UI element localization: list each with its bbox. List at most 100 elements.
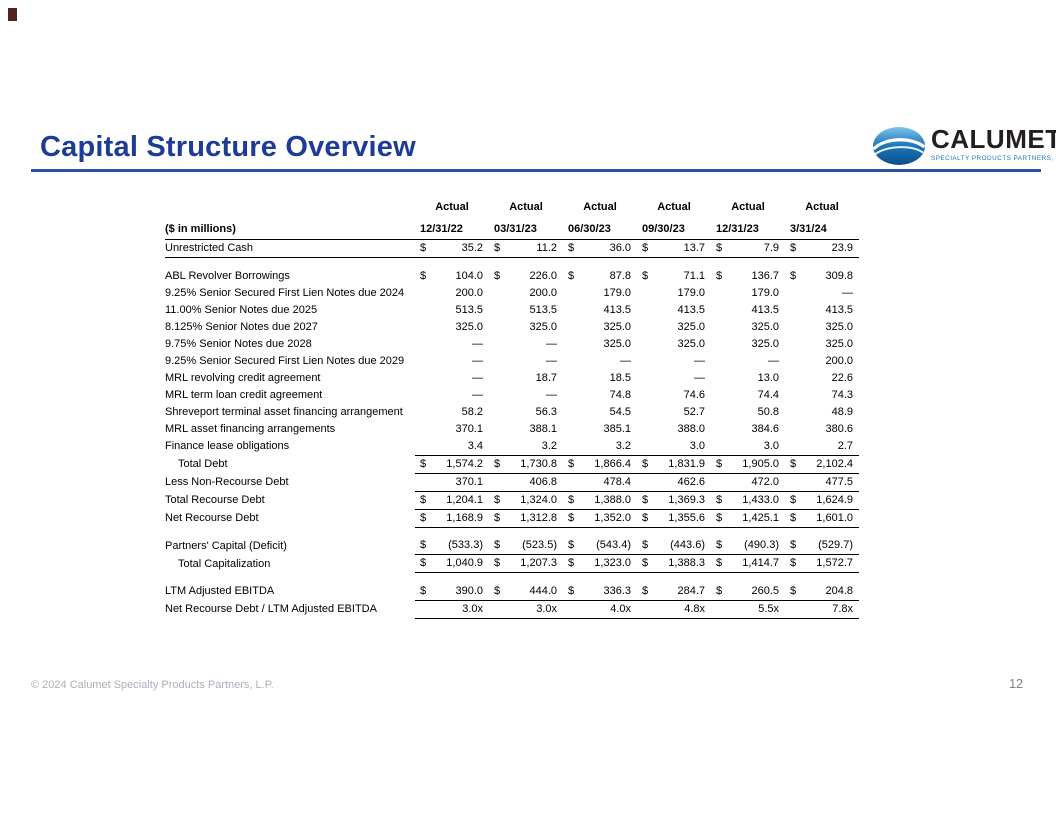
cell-value: 18.5	[609, 371, 631, 384]
cell-value: 23.9	[803, 239, 859, 258]
cell-value: 390.0	[433, 582, 489, 601]
cell-value: 325.0	[603, 337, 631, 350]
cell-value: 325.0	[455, 320, 483, 333]
cell-value: 370.1	[433, 473, 489, 492]
dollar-sign	[415, 437, 433, 456]
dollar-sign	[563, 285, 581, 302]
dollar-sign	[489, 285, 507, 302]
dollar-sign	[785, 370, 803, 387]
dollar-sign: $	[637, 491, 655, 510]
dollar-sign	[711, 302, 729, 319]
dollar-sign	[785, 421, 803, 438]
cell-value: 325.0	[677, 337, 705, 350]
dollar-sign: $	[563, 455, 581, 474]
logo-wordmark: CALUMET	[931, 124, 1056, 154]
dollar-sign	[415, 285, 433, 302]
cell-value: 74.6	[683, 388, 705, 401]
dollar-sign: $	[563, 509, 581, 528]
dollar-sign	[637, 319, 655, 336]
dollar-sign: $	[415, 537, 433, 555]
cell-value: (529.7)	[803, 537, 859, 555]
dollar-sign	[637, 387, 655, 404]
dollar-sign: $	[563, 582, 581, 601]
cell-value: 4.0x	[581, 600, 637, 619]
row-label: LTM Adjusted EBITDA	[165, 585, 275, 597]
dollar-sign	[637, 336, 655, 353]
cell-value: (443.6)	[655, 537, 711, 555]
dollar-sign	[489, 600, 507, 619]
cell-value: 3.0x	[433, 600, 489, 619]
cell-value: 1,369.3	[655, 491, 711, 510]
cell-value: 3.0x	[507, 600, 563, 619]
units-label: ($ in millions)	[165, 221, 415, 240]
dollar-sign	[415, 404, 433, 421]
cell-value: 5.5x	[729, 600, 785, 619]
dollar-sign: $	[716, 269, 723, 282]
cell-value: 56.3	[535, 405, 557, 418]
cell-value: 2,102.4	[803, 455, 859, 474]
cell-value: (543.4)	[581, 537, 637, 555]
cell-value: 1,323.0	[581, 554, 637, 573]
cell-value: —	[546, 354, 557, 367]
dollar-sign	[563, 319, 581, 336]
dollar-sign	[563, 437, 581, 456]
table-row: Total Recourse Debt $1,204.1 $1,324.0 $1,38…	[165, 491, 859, 510]
table-row: 11.00% Senior Notes due 2025 513.5 513.5 41…	[165, 302, 859, 319]
dollar-sign	[415, 336, 433, 353]
date-header-row: ($ in millions) 12/31/22 03/31/23 06/30/23 0…	[165, 221, 859, 240]
dollar-sign: $	[415, 582, 433, 601]
dollar-sign: $	[637, 537, 655, 555]
dollar-sign	[711, 336, 729, 353]
cell-value: 477.5	[803, 473, 859, 492]
cell-value: 3.4	[433, 437, 489, 456]
cell-value: 325.0	[529, 320, 557, 333]
period-header-row: Actual Actual Actual Actual Actual Actual	[165, 199, 859, 221]
dollar-sign	[415, 353, 433, 370]
table-row: MRL term loan credit agreement — — 74.8 74.6…	[165, 387, 859, 404]
cell-value: 325.0	[603, 320, 631, 333]
cell-value: 309.8	[825, 269, 853, 282]
dollar-sign	[711, 600, 729, 619]
period-header: Actual	[583, 201, 617, 213]
table-row: Less Non-Recourse Debt 370.1 406.8 478.4 462…	[165, 473, 859, 492]
row-label: Partners' Capital (Deficit)	[165, 539, 287, 552]
cell-value: —	[472, 371, 483, 384]
date-header: 09/30/23	[637, 221, 711, 240]
cell-value: —	[546, 388, 557, 401]
cell-value: 384.6	[751, 422, 779, 435]
dollar-sign: $	[785, 239, 803, 258]
dollar-sign: $	[420, 269, 427, 282]
row-label: Net Recourse Debt / LTM Adjusted EBITDA	[165, 603, 377, 615]
cell-value: 1,355.6	[655, 509, 711, 528]
dollar-sign: $	[790, 269, 797, 282]
dollar-sign	[563, 302, 581, 319]
cell-value: 413.5	[825, 303, 853, 316]
cell-value: 58.2	[461, 405, 483, 418]
date-header: 3/31/24	[785, 221, 859, 240]
dollar-sign: $	[494, 269, 501, 282]
table-row: 9.25% Senior Secured First Lien Notes du…	[165, 285, 859, 302]
dollar-sign	[711, 285, 729, 302]
cell-value: 472.0	[729, 473, 785, 492]
row-label: Shreveport terminal asset financing arra…	[165, 405, 403, 418]
cell-value: 388.0	[677, 422, 705, 435]
dollar-sign	[785, 319, 803, 336]
cell-value: 380.6	[825, 422, 853, 435]
table-header: Actual Actual Actual Actual Actual Actual ($ i…	[165, 199, 859, 240]
cell-value: 179.0	[677, 286, 705, 299]
dollar-sign	[637, 353, 655, 370]
dollar-sign: $	[785, 554, 803, 573]
dollar-sign	[563, 600, 581, 619]
cell-value: 284.7	[655, 582, 711, 601]
dollar-sign: $	[637, 455, 655, 474]
cell-value: 18.7	[535, 371, 557, 384]
cell-value: 385.1	[603, 422, 631, 435]
table-row: Net Recourse Debt / LTM Adjusted EBITDA 3…	[165, 600, 859, 619]
cell-value: 3.2	[507, 437, 563, 456]
cell-value: 478.4	[581, 473, 637, 492]
cell-value: 22.6	[831, 371, 853, 384]
dollar-sign: $	[642, 269, 649, 282]
row-label: MRL term loan credit agreement	[165, 388, 323, 401]
cell-value: 179.0	[751, 286, 779, 299]
cell-value: 48.9	[831, 405, 853, 418]
